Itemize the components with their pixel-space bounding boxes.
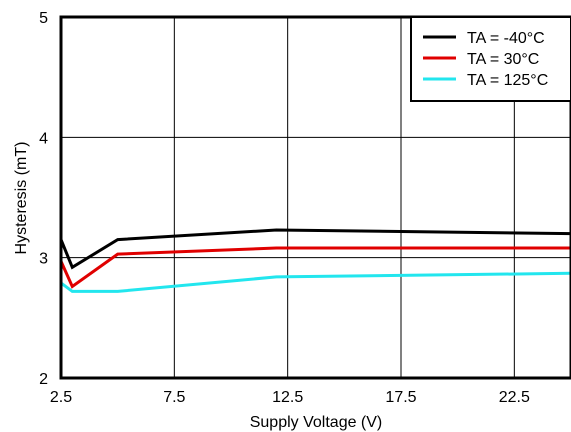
x-axis-label: Supply Voltage (V) (250, 414, 383, 431)
legend-label-2: TA = 125°C (467, 72, 548, 89)
x-tick-label-2: 12.5 (272, 389, 303, 406)
series-line-2 (60, 271, 571, 293)
x-tick-label-4: 22.5 (499, 389, 530, 406)
x-tick-label-0: 2.5 (50, 389, 72, 406)
y-tick-label-2: 4 (39, 130, 48, 147)
series-line-1 (59, 246, 571, 289)
legend-label-0: TA = -40°C (467, 30, 545, 47)
y-tick-label-0: 2 (39, 371, 48, 388)
legend: TA = -40°C TA = 30°C TA = 125°C (410, 16, 571, 102)
y-axis-label: Hysteresis (mT) (13, 142, 30, 255)
x-tick-label-3: 17.5 (385, 389, 416, 406)
y-tick-label-3: 5 (39, 10, 48, 27)
series-line-0 (59, 228, 571, 270)
series-lines (59, 228, 571, 293)
y-tick-label-1: 3 (39, 251, 48, 268)
x-tick-label-1: 7.5 (163, 389, 185, 406)
legend-label-1: TA = 30°C (467, 51, 539, 68)
tick-labels: 2.5 7.5 12.5 17.5 22.5 2 3 4 5 (39, 10, 530, 406)
plot-frame (59, 15, 571, 380)
